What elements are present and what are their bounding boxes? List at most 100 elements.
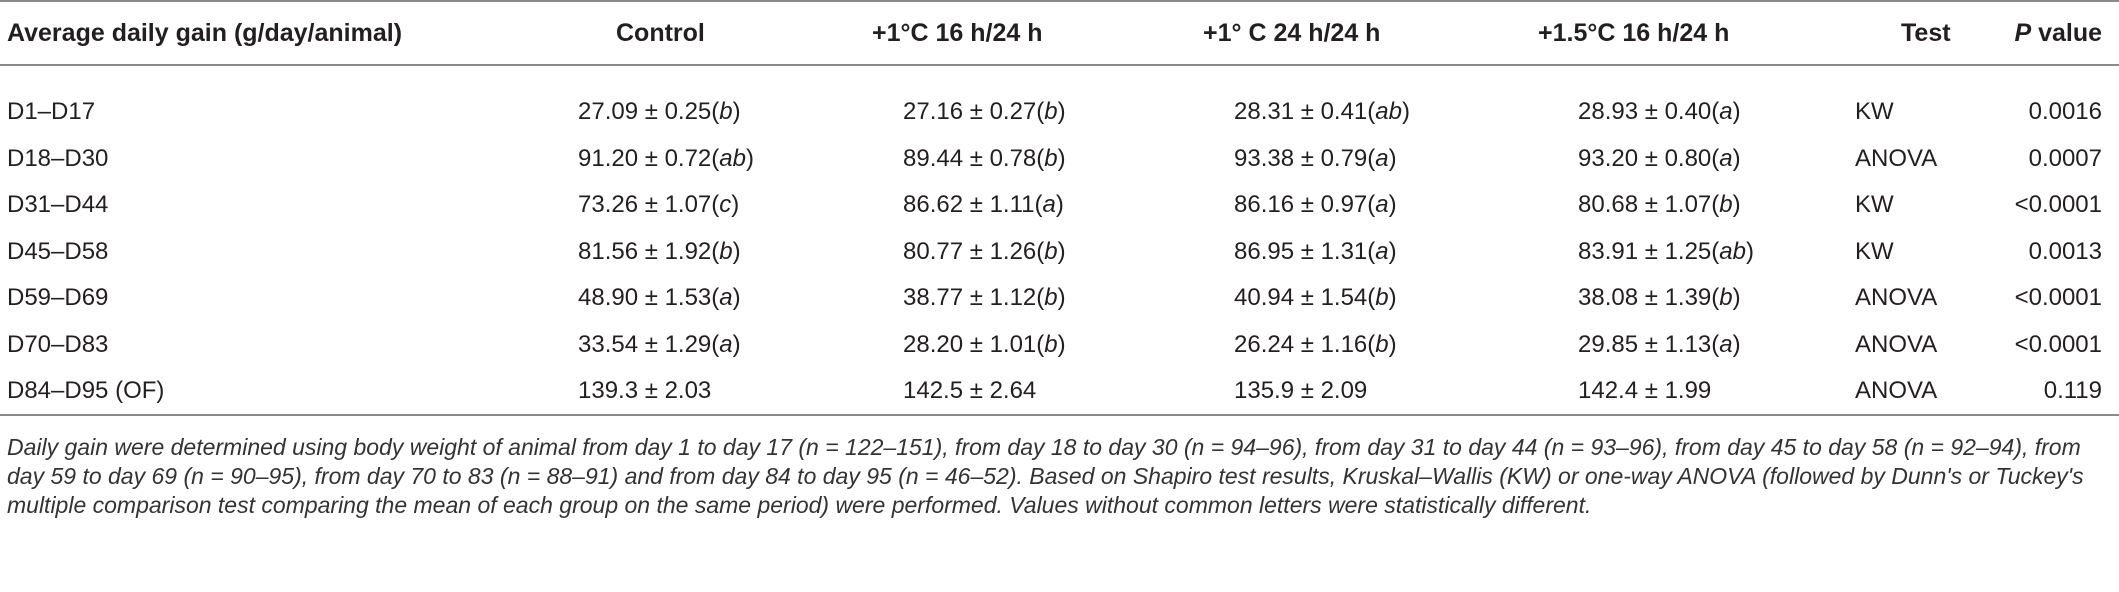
text: ) [1732, 284, 1741, 311]
table-cell: 83.91 ± 1.25(ab) [1578, 237, 1754, 267]
text: ) [1401, 98, 1410, 125]
italic-text: ab [719, 144, 746, 172]
text: ) [1732, 98, 1741, 125]
text: ) [1057, 237, 1066, 265]
table-cell: D18–D30 [7, 144, 108, 174]
table-cell: 86.16 ± 0.97(a) [1234, 190, 1397, 220]
table-cell: 80.77 ± 1.26(b) [903, 237, 1066, 267]
table-cell: 29.85 ± 1.13(a) [1578, 330, 1741, 360]
table-cell: ANOVA [1855, 376, 1937, 406]
table-cell: <0.0001 [2015, 190, 2102, 220]
italic-text: ab [1719, 237, 1746, 265]
table-cell: <0.0001 [2015, 330, 2102, 360]
italic-text: b [1375, 330, 1389, 358]
text: ANOVA [1855, 377, 1938, 404]
text: ) [1057, 144, 1066, 172]
italic-text: a [719, 330, 733, 358]
table-cell: 139.3 ± 2.03 [578, 376, 711, 406]
text: 27.16 ± 0.27( [903, 98, 1045, 125]
text: KW [1855, 237, 1894, 265]
table-cell: KW [1855, 190, 1894, 220]
italic-text: b [719, 98, 733, 125]
table-cell: 26.24 ± 1.16(b) [1234, 330, 1397, 360]
table-cell: D70–D83 [7, 330, 108, 360]
table-cell: 38.08 ± 1.39(b) [1578, 283, 1741, 313]
text: Control [616, 19, 705, 47]
text: 0.0016 [2028, 98, 2102, 125]
text: 86.62 ± 1.11( [903, 191, 1043, 218]
text: ) [1732, 330, 1741, 358]
table-cell: KW [1855, 237, 1894, 267]
table-cell: 86.62 ± 1.11(a) [903, 190, 1064, 220]
text: D84–D95 (OF) [7, 377, 165, 404]
italic-text: a [1375, 144, 1389, 172]
italic-text: a [1719, 330, 1733, 358]
text: ANOVA [1855, 330, 1938, 358]
header-cell: Average daily gain (g/day/animal) [7, 18, 402, 48]
header-rule [0, 64, 2119, 66]
text: 81.56 ± 1.92( [578, 237, 720, 265]
header-cell: +1°C 16 h/24 h [872, 18, 1043, 48]
table-cell: 73.26 ± 1.07(c) [578, 190, 739, 220]
text: 0.119 [2043, 377, 2102, 404]
italic-text: b [1044, 237, 1058, 265]
table-cell: 48.90 ± 1.53(a) [578, 283, 741, 313]
table-cell: 91.20 ± 0.72(ab) [578, 144, 754, 174]
text: 93.20 ± 0.80( [1578, 144, 1720, 172]
text: ) [732, 284, 741, 311]
table-cell: D45–D58 [7, 237, 108, 267]
table-cell: 0.0016 [2029, 97, 2102, 127]
table-cell: 135.9 ± 2.09 [1234, 376, 1367, 406]
text: ANOVA [1855, 144, 1938, 172]
text: KW [1855, 191, 1894, 218]
text: Test [1901, 19, 1951, 47]
text: D45–D58 [7, 237, 109, 265]
text: 28.31 ± 0.41( [1234, 98, 1376, 125]
footnote: Daily gain were determined using body we… [7, 434, 2084, 518]
text: 0.0013 [2028, 237, 2102, 265]
text: D70–D83 [7, 330, 109, 358]
table-cell: 28.93 ± 0.40(a) [1578, 97, 1741, 127]
italic-text: b [1719, 191, 1733, 218]
text: ) [732, 237, 741, 265]
table-cell: 28.20 ± 1.01(b) [903, 330, 1066, 360]
text: ) [731, 191, 740, 218]
text: 83.91 ± 1.25( [1578, 237, 1720, 265]
text: 80.77 ± 1.26( [903, 237, 1045, 265]
italic-text: a [1042, 191, 1056, 218]
italic-text: b [1044, 330, 1058, 358]
text: 142.4 ± 1.99 [1578, 377, 1712, 404]
text: 28.93 ± 0.40( [1578, 98, 1720, 125]
italic-text: b [719, 237, 733, 265]
table-cell: 93.20 ± 0.80(a) [1578, 144, 1741, 174]
text: ) [745, 144, 754, 172]
text: ) [1388, 330, 1397, 358]
table-cell: 27.16 ± 0.27(b) [903, 97, 1066, 127]
text: +1.5°C 16 h/24 h [1538, 19, 1730, 47]
table-cell: D59–D69 [7, 283, 108, 313]
text: 73.26 ± 1.07( [578, 191, 720, 218]
text: 139.3 ± 2.03 [578, 377, 712, 404]
table-cell: 28.31 ± 0.41(ab) [1234, 97, 1410, 127]
text: 91.20 ± 0.72( [578, 144, 720, 172]
text: 27.09 ± 0.25( [578, 98, 720, 125]
text: ) [1745, 237, 1754, 265]
header-cell: P value [2014, 18, 2102, 48]
text: KW [1855, 98, 1894, 125]
text: 33.54 ± 1.29( [578, 330, 720, 358]
table-cell: 142.4 ± 1.99 [1578, 376, 1711, 406]
text: D18–D30 [7, 144, 109, 172]
italic-text: b [1044, 98, 1058, 125]
header-cell: +1.5°C 16 h/24 h [1538, 18, 1729, 48]
text: D59–D69 [7, 284, 109, 311]
table-cell: 0.0007 [2029, 144, 2102, 174]
text: 142.5 ± 2.64 [903, 377, 1037, 404]
text: 135.9 ± 2.09 [1234, 377, 1368, 404]
italic-text: ab [1375, 98, 1402, 125]
table-cell: ANOVA [1855, 283, 1937, 313]
table-cell: 80.68 ± 1.07(b) [1578, 190, 1741, 220]
text: +1°C 16 h/24 h [872, 19, 1043, 47]
text: +1° C 24 h/24 h [1203, 19, 1381, 47]
table-cell: 38.77 ± 1.12(b) [903, 283, 1066, 313]
text: <0.0001 [2014, 191, 2102, 218]
